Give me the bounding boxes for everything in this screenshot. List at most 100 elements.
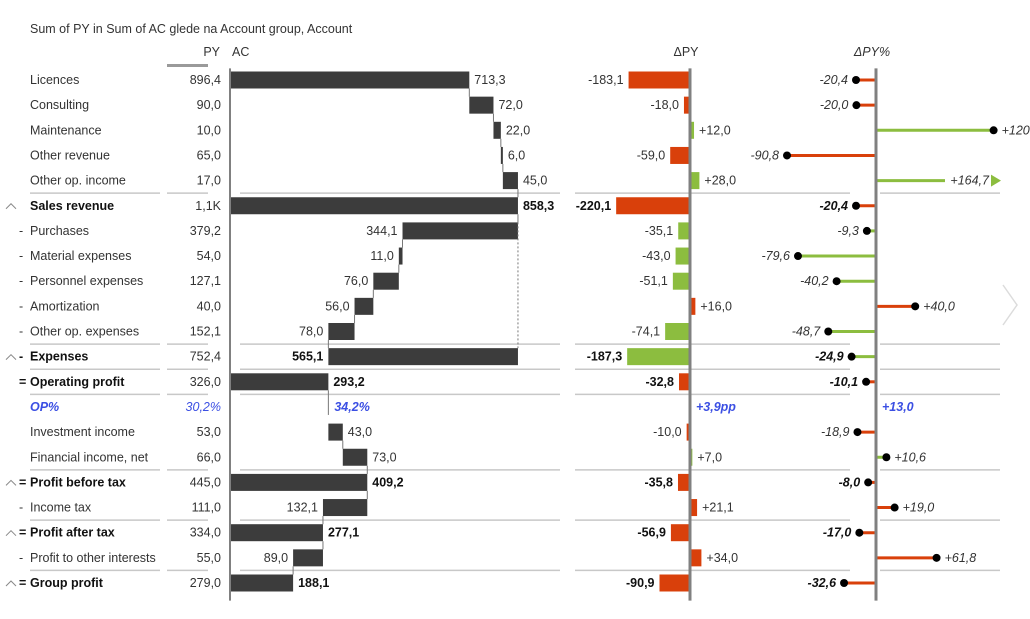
table-row: Financial income, net 66,0 73,0 +7,0 +10,6: [30, 440, 926, 466]
ac-data-label: 72,0: [498, 98, 522, 112]
delta-pct-marker[interactable]: [852, 201, 861, 210]
ac-data-label: 713,3: [474, 73, 505, 87]
chevron-up-icon[interactable]: [5, 203, 17, 210]
delta-pct-marker[interactable]: [793, 252, 802, 261]
delta-pct-label: -90,8: [751, 148, 780, 162]
ac-bar[interactable]: [230, 574, 294, 592]
delta-py-bar[interactable]: [690, 121, 695, 139]
py-value: 55,0: [197, 551, 221, 565]
delta-pct-marker[interactable]: [832, 277, 841, 286]
table-row: Consulting 90,0 72,0 -18,0 -20,0: [30, 88, 876, 114]
ac-bar[interactable]: [293, 549, 323, 567]
delta-py-bar[interactable]: [678, 222, 690, 240]
ac-bar[interactable]: [328, 323, 355, 340]
ac-bar[interactable]: [328, 423, 343, 441]
delta-py-bar[interactable]: [627, 348, 690, 366]
delta-pct-marker[interactable]: [864, 478, 873, 487]
ac-bar[interactable]: [373, 272, 399, 290]
delta-py-bar[interactable]: [686, 423, 690, 441]
delta-pct-marker[interactable]: [989, 126, 998, 135]
ac-bar[interactable]: [493, 121, 501, 139]
delta-py-bar[interactable]: [672, 272, 690, 290]
delta-py-bar[interactable]: [670, 146, 690, 164]
delta-pct-marker[interactable]: [852, 76, 861, 84]
row-label: Purchases: [30, 224, 89, 238]
chevron-up-icon[interactable]: [5, 353, 17, 361]
ac-bar[interactable]: [500, 146, 503, 164]
delta-pct-marker[interactable]: [847, 352, 856, 361]
ac-bar[interactable]: [328, 348, 518, 366]
delta-pct-marker[interactable]: [862, 377, 871, 386]
table-row: - Other op. expenses 152,1 78,0 -74,1 -48,7: [19, 314, 876, 340]
ac-data-label: 45,0: [523, 174, 547, 188]
delta-pct-marker[interactable]: [862, 226, 871, 235]
delta-py-label: +28,0: [704, 174, 736, 188]
ac-bar[interactable]: [322, 499, 368, 517]
row-prefix: =: [19, 526, 26, 540]
ac-bar[interactable]: [230, 473, 368, 491]
ac-bar[interactable]: [469, 96, 494, 114]
delta-py-bar[interactable]: [690, 297, 696, 315]
delta-pct-label: -32,6: [808, 576, 838, 590]
delta-py-label: -35,8: [644, 475, 673, 489]
ac-bar[interactable]: [230, 71, 470, 89]
delta-py-bar[interactable]: [675, 247, 690, 265]
delta-py-bar[interactable]: [683, 96, 690, 114]
chevron-up-icon[interactable]: [5, 479, 17, 486]
delta-py-bar[interactable]: [628, 71, 690, 89]
ac-bar[interactable]: [502, 172, 518, 190]
delta-py-bar[interactable]: [690, 172, 700, 190]
delta-py-bar[interactable]: [665, 323, 690, 340]
table-row: - Personnel expenses 127,1 76,0 -51,1 -40,2: [19, 264, 876, 290]
row-prefix: -: [19, 224, 23, 238]
delta-pct-marker[interactable]: [824, 327, 833, 336]
delta-pct-marker[interactable]: [853, 428, 862, 437]
ac-bar[interactable]: [230, 197, 518, 215]
table-row: Sales revenue 1,1K 858,3 -220,1 -20,4: [5, 189, 876, 215]
row-label: Sales revenue: [30, 199, 114, 213]
delta-py-bar[interactable]: [677, 473, 690, 491]
delta-py-label: -10,0: [653, 425, 682, 439]
header-dpct: ΔPY%: [853, 45, 890, 59]
table-row: - Income tax 111,0 132,1 +21,1 +19,0: [19, 490, 934, 517]
table-row: - Purchases 379,2 344,1 -35,1 -9,3: [19, 214, 876, 240]
delta-py-bar[interactable]: [678, 373, 690, 391]
table-row: - Expenses 752,4 565,1 -187,3 -24,9: [5, 222, 876, 366]
delta-pct-label: -20,4: [820, 199, 849, 213]
row-label: Personnel expenses: [30, 274, 143, 288]
py-value: 53,0: [197, 425, 221, 439]
table-row: Other op. income 17,0 45,0 +28,0 +164,7: [30, 163, 1001, 190]
delta-py-bar[interactable]: [690, 499, 698, 517]
delta-pct-marker[interactable]: [911, 302, 920, 311]
delta-pct-label: -40,2: [800, 274, 829, 288]
row-label: Amortization: [30, 299, 100, 313]
ac-bar[interactable]: [398, 247, 403, 265]
delta-pct-label: -9,3: [837, 224, 859, 238]
ac-bar[interactable]: [354, 297, 374, 315]
delta-pct-marker[interactable]: [783, 151, 792, 160]
chevron-up-icon[interactable]: [5, 529, 17, 537]
py-value: 10,0: [197, 123, 221, 137]
chevron-up-icon[interactable]: [5, 580, 17, 587]
delta-py-label: +12,0: [699, 123, 731, 137]
ac-bar[interactable]: [342, 448, 368, 466]
delta-py-bar[interactable]: [659, 574, 690, 592]
row-prefix: -: [19, 249, 23, 263]
ac-bar[interactable]: [230, 524, 323, 542]
ac-bar[interactable]: [402, 222, 518, 240]
delta-pct-marker[interactable]: [840, 579, 849, 587]
py-value: 127,1: [190, 274, 221, 288]
delta-pct-label: +13,0: [882, 400, 914, 414]
delta-pct-marker[interactable]: [882, 453, 891, 462]
delta-py-bar[interactable]: [690, 549, 702, 567]
delta-pct-marker[interactable]: [852, 101, 861, 110]
table-row: Other revenue 65,0 6,0 -59,0 -90,8: [30, 138, 876, 164]
delta-pct-marker[interactable]: [890, 503, 899, 512]
chevron-right-icon[interactable]: [1002, 284, 1018, 326]
ac-bar[interactable]: [230, 373, 329, 391]
delta-pct-marker[interactable]: [932, 553, 941, 562]
delta-py-bar[interactable]: [616, 197, 690, 215]
delta-py-bar[interactable]: [670, 524, 690, 542]
delta-pct-marker[interactable]: [855, 528, 864, 537]
delta-py-label: -183,1: [588, 73, 623, 87]
